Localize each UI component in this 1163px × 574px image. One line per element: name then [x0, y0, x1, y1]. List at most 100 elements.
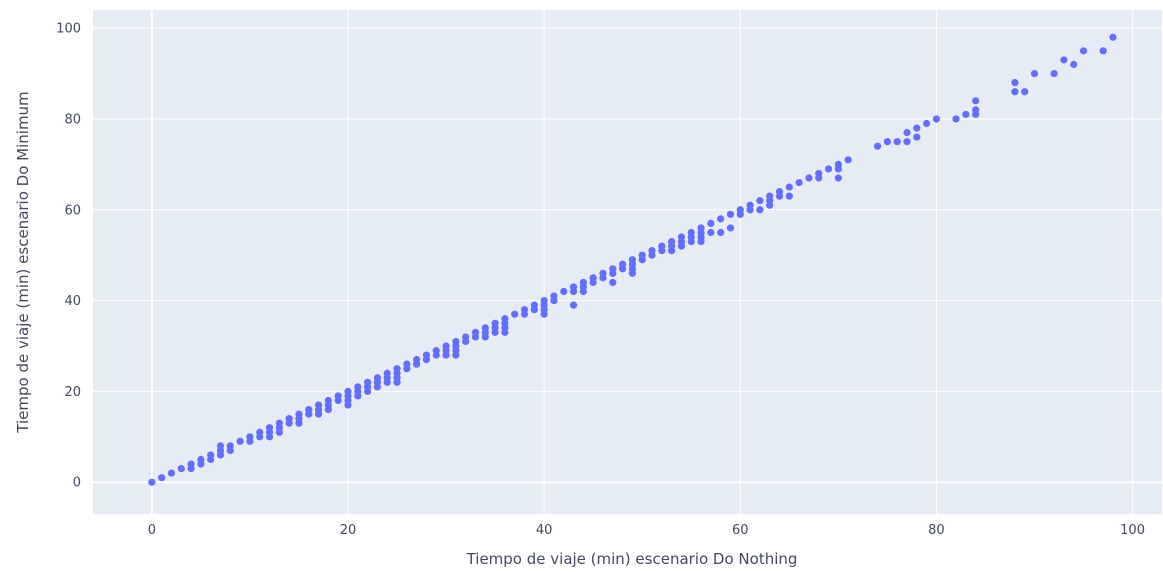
scatter-point	[383, 369, 391, 377]
scatter-point	[579, 278, 587, 287]
scatter-point	[501, 315, 509, 323]
scatter-point	[148, 478, 156, 486]
y-tick-label: 80	[64, 112, 81, 127]
scatter-point	[1030, 69, 1039, 78]
scatter-point	[471, 328, 480, 336]
scatter-point	[756, 197, 764, 205]
scatter-point	[952, 115, 960, 123]
scatter-point	[569, 283, 578, 291]
x-tick-label: 40	[536, 523, 553, 538]
scatter-point	[873, 142, 882, 150]
scatter-point	[413, 356, 421, 364]
scatter-point	[893, 138, 901, 146]
scatter-point	[923, 119, 931, 128]
scatter-point	[560, 287, 568, 296]
scatter-point	[972, 106, 980, 114]
scatter-point	[207, 451, 215, 459]
scatter-point	[1060, 56, 1068, 64]
scatter-point	[442, 342, 450, 350]
scatter-point	[491, 319, 499, 327]
scatter-point	[1070, 60, 1078, 69]
scatter-point	[1011, 88, 1019, 96]
scatter-point	[903, 138, 911, 146]
scatter-point	[677, 233, 686, 241]
scatter-point	[707, 228, 715, 237]
x-axis-ticks: 0 20 40 60 80 100	[148, 523, 1145, 538]
scatter-point	[256, 428, 264, 436]
scatter-point	[334, 392, 342, 400]
scatter-point	[756, 206, 764, 214]
scatter-point	[354, 383, 362, 391]
scatter-point	[599, 269, 607, 277]
scatter-point	[962, 110, 970, 119]
scatter-point	[285, 415, 293, 423]
x-tick-label: 80	[928, 523, 945, 538]
scatter-point	[187, 460, 195, 468]
scatter-point	[432, 346, 440, 355]
y-tick-label: 20	[64, 385, 81, 400]
x-tick-label: 0	[148, 523, 156, 538]
scatter-point	[618, 260, 627, 268]
scatter-point	[452, 337, 460, 346]
scatter-point	[687, 228, 695, 237]
scatter-point	[707, 219, 715, 228]
scatter-point	[668, 237, 676, 246]
plot-area	[93, 10, 1162, 514]
y-axis-ticks: 0 20 40 60 80 100	[56, 22, 81, 491]
scatter-point	[609, 278, 617, 287]
scatter-point	[569, 301, 578, 309]
scatter-point	[481, 324, 489, 332]
scatter-point	[511, 310, 519, 318]
scatter-point	[795, 178, 803, 187]
scatter-point	[726, 210, 735, 218]
scatter-point	[589, 274, 597, 282]
scatter-point	[364, 378, 372, 386]
scatter-point	[520, 306, 529, 314]
scatter-point	[609, 265, 617, 273]
scatter-point	[815, 169, 823, 178]
scatter-point	[265, 424, 274, 432]
scatter-point	[717, 228, 725, 237]
scatter-point	[883, 138, 891, 146]
data-points	[148, 33, 1117, 486]
scatter-point	[314, 401, 323, 409]
scatter-point	[1021, 88, 1029, 96]
y-tick-label: 40	[64, 294, 81, 309]
scatter-point	[177, 464, 185, 473]
scatter-point	[275, 419, 283, 427]
scatter-point	[295, 410, 303, 418]
scatter-point	[972, 97, 980, 105]
scatter-point	[775, 188, 784, 196]
scatter-point	[462, 333, 470, 341]
scatter-point	[913, 133, 921, 141]
scatter-point	[167, 469, 176, 477]
scatter-point	[834, 174, 842, 182]
scatter-point	[226, 442, 234, 450]
scatter-point	[726, 224, 735, 232]
y-tick-label: 100	[56, 22, 81, 37]
scatter-point	[1109, 33, 1117, 41]
scatter-point	[648, 247, 656, 255]
scatter-point	[824, 165, 833, 173]
scatter-point	[197, 455, 205, 464]
scatter-point	[236, 437, 244, 445]
x-tick-label: 20	[340, 523, 357, 538]
x-tick-label: 60	[732, 523, 749, 538]
scatter-point	[844, 156, 852, 164]
scatter-point	[766, 192, 774, 200]
scatter-point	[403, 360, 411, 368]
scatter-point	[1079, 47, 1088, 55]
scatter-point	[736, 206, 744, 214]
scatter-point	[305, 405, 313, 414]
scatter-point	[658, 242, 666, 250]
scatter-point	[216, 442, 225, 450]
scatter-point	[550, 292, 558, 300]
scatter-point	[344, 387, 352, 396]
scatter-point	[913, 124, 921, 132]
scatter-point	[903, 128, 911, 137]
scatter-point	[697, 224, 705, 232]
scatter-point	[1099, 47, 1107, 55]
scatter-point	[530, 301, 538, 309]
scatter-point	[805, 174, 813, 182]
